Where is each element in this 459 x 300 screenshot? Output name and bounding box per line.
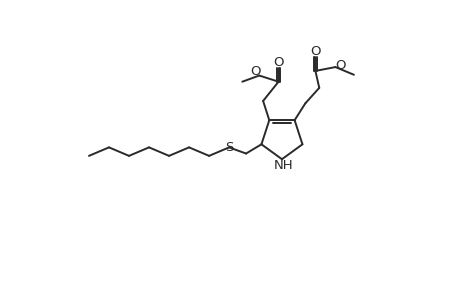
Text: NH: NH (273, 159, 293, 172)
Text: O: O (250, 65, 260, 78)
Text: O: O (273, 56, 283, 69)
Text: S: S (224, 141, 233, 154)
Text: O: O (309, 45, 320, 58)
Text: O: O (334, 59, 345, 72)
